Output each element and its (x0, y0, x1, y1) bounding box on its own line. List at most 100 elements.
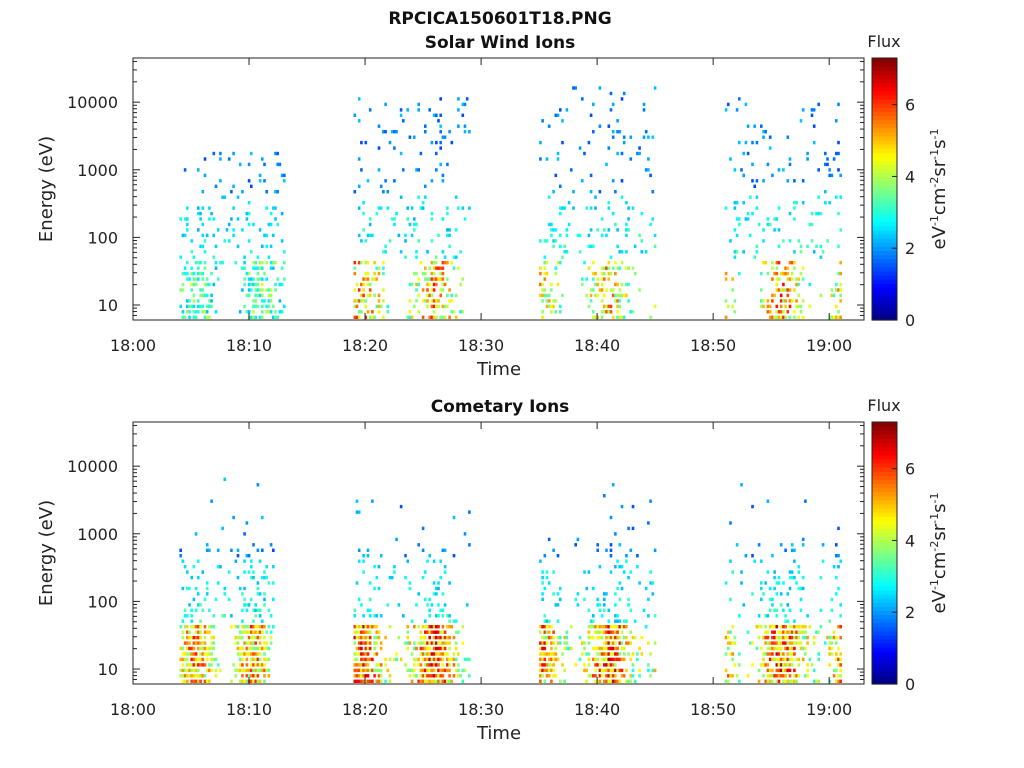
flux-cell (254, 608, 257, 612)
flux-cell (795, 630, 798, 634)
flux-cell (439, 575, 442, 580)
x-tick-label: 18:00 (110, 336, 156, 355)
flux-cell (616, 299, 619, 303)
flux-cell (360, 646, 363, 651)
flux-cell (366, 630, 370, 634)
flux-cell (749, 641, 752, 645)
flux-cell (439, 277, 442, 281)
flux-cell (786, 646, 790, 651)
flux-cell (256, 282, 260, 287)
flux-cell (263, 663, 266, 667)
colorbar-segment (872, 553, 897, 558)
flux-cell (258, 608, 262, 612)
flux-cell (563, 646, 566, 651)
flux-cell (806, 244, 809, 248)
flux-cell (543, 288, 547, 292)
flux-cell (605, 663, 608, 667)
flux-cell (631, 674, 635, 678)
flux-cell (443, 565, 447, 569)
flux-cell (201, 233, 205, 238)
flux-cell (784, 657, 787, 662)
flux-cell (210, 499, 213, 503)
flux-cell (199, 271, 202, 276)
flux-cell (594, 293, 597, 298)
flux-cell (751, 504, 754, 509)
flux-cell (782, 630, 785, 634)
flux-cell (432, 657, 436, 662)
flux-cell (801, 646, 805, 651)
flux-cell (768, 625, 772, 629)
flux-cell (541, 299, 544, 303)
flux-cell (267, 608, 271, 612)
flux-cell (589, 293, 593, 298)
flux-cell (636, 565, 639, 569)
flux-cell (241, 674, 244, 678)
flux-cell (441, 135, 445, 139)
flux-cell (362, 614, 365, 618)
flux-cell (733, 255, 737, 259)
flux-cell (627, 282, 630, 287)
flux-cell (760, 299, 763, 303)
flux-cell (826, 162, 829, 167)
flux-cell (561, 663, 564, 667)
flux-cell (208, 304, 211, 309)
flux-cell (757, 543, 761, 547)
flux-cell (360, 625, 363, 629)
flux-cell (757, 635, 761, 640)
flux-cell (210, 635, 213, 640)
flux-cell (461, 679, 465, 683)
flux-cell (830, 597, 834, 602)
flux-cell (793, 635, 796, 640)
flux-cell (274, 288, 277, 292)
flux-cell (382, 190, 385, 194)
x-tick-label: 18:30 (458, 700, 504, 719)
flux-cell (788, 635, 792, 640)
flux-cell (192, 310, 196, 314)
flux-cell (760, 646, 763, 651)
flux-cell (421, 657, 425, 662)
flux-cell (435, 299, 438, 303)
flux-cell (203, 625, 207, 629)
flux-cell (219, 179, 222, 183)
flux-cell (201, 288, 205, 292)
flux-cell (428, 635, 431, 640)
flux-cell (647, 521, 650, 525)
flux-cell (192, 641, 196, 645)
flux-cell (598, 625, 602, 629)
flux-cell (408, 222, 412, 227)
flux-cell (280, 310, 284, 314)
flux-cell (179, 288, 182, 292)
flux-cell (788, 630, 792, 634)
flux-cell (360, 652, 363, 656)
x-tick-label: 18:40 (574, 700, 620, 719)
flux-cell (611, 179, 615, 183)
flux-cell (452, 266, 456, 270)
flux-cell (751, 641, 754, 645)
flux-cell (236, 652, 240, 656)
flux-cell (432, 663, 436, 667)
flux-cell (817, 679, 820, 683)
flux-cell (388, 575, 392, 580)
flux-cell (583, 261, 586, 265)
flux-cell (779, 271, 783, 276)
flux-cell (441, 173, 445, 178)
flux-cell (804, 625, 807, 629)
flux-cell (432, 113, 436, 117)
flux-cell (258, 668, 262, 673)
flux-cell (775, 663, 779, 667)
flux-cell (550, 228, 553, 232)
flux-cell (395, 130, 398, 134)
x-tick-label: 18:50 (690, 336, 736, 355)
flux-cell (430, 217, 434, 221)
flux-cell (428, 652, 431, 656)
flux-cell (795, 674, 798, 678)
flux-cell (775, 641, 779, 645)
flux-cell (203, 293, 207, 298)
flux-cell (452, 554, 456, 558)
flux-cell (724, 668, 728, 673)
flux-cell (375, 635, 379, 640)
flux-cell (247, 239, 251, 243)
flux-cell (261, 630, 264, 634)
flux-cell (263, 625, 266, 629)
flux-cell (760, 597, 763, 602)
